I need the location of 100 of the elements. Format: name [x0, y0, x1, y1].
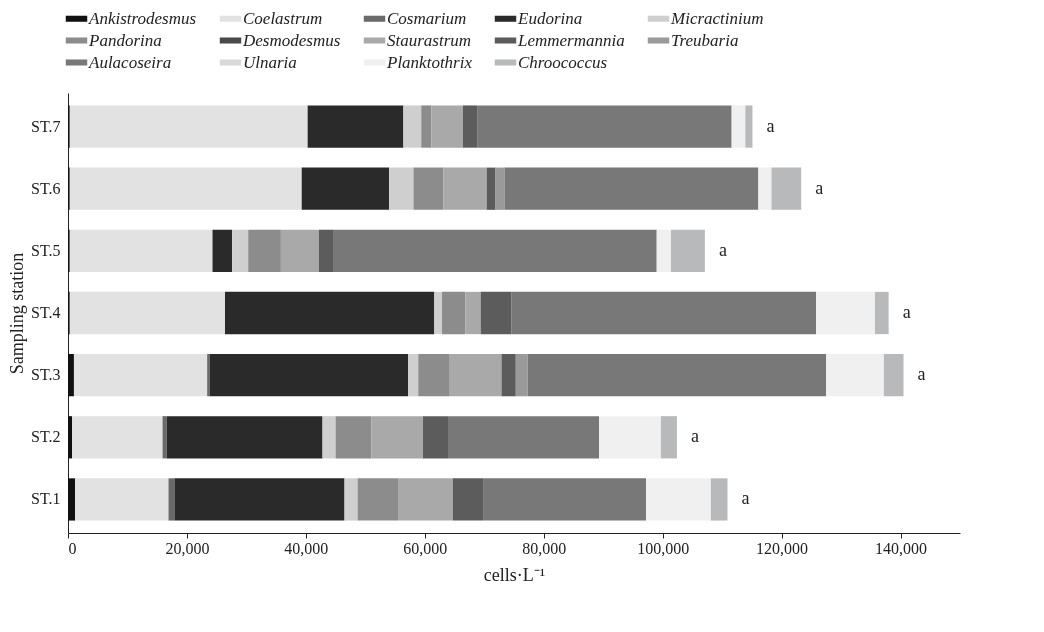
bar: [232, 229, 249, 272]
legend-label: Lemmermannia: [517, 30, 625, 50]
bar: [174, 478, 345, 521]
bar: [162, 416, 167, 459]
bar: [68, 354, 74, 397]
legend-label: Coelastrum: [243, 8, 323, 28]
annotation: a: [766, 115, 775, 136]
legend-label: Cosmarium: [387, 8, 467, 28]
legend-label: Chroococcus: [518, 52, 608, 72]
bar: [69, 291, 225, 335]
x-tick-label: 0: [68, 539, 77, 557]
bar: [248, 229, 281, 272]
bar: [224, 291, 435, 335]
bar: [434, 291, 443, 335]
bar: [418, 354, 450, 397]
bar: [710, 478, 728, 521]
bar: [745, 105, 753, 148]
bar: [69, 167, 302, 210]
bar: [447, 416, 600, 459]
legend-label: Aulacoseira: [88, 52, 172, 72]
legend-label: Staurastrum: [387, 30, 472, 50]
x-tick-label: 60,000: [403, 539, 448, 557]
bar: [646, 478, 711, 521]
y-axis-title: Sampling station: [7, 252, 28, 375]
legend-label: Treubaria: [671, 30, 739, 50]
y-tick-label: ST.1: [31, 490, 61, 508]
bar: [371, 416, 424, 459]
bar: [883, 354, 904, 397]
legend-label: Micractinium: [670, 8, 764, 28]
bar: [301, 167, 390, 210]
bar: [527, 354, 827, 397]
legend-label: Eudorina: [517, 8, 583, 28]
bar: [421, 105, 432, 148]
bar: [452, 478, 484, 521]
bar: [68, 478, 76, 521]
bar: [335, 416, 372, 459]
annotation: a: [917, 364, 926, 385]
bar: [670, 229, 705, 272]
y-tick-label: ST.3: [31, 366, 61, 384]
annotation: a: [815, 177, 824, 198]
bar: [389, 167, 414, 210]
bar: [431, 105, 463, 148]
bar: [398, 478, 453, 521]
bar: [73, 354, 208, 397]
x-tick-label: 120,000: [756, 539, 809, 557]
bar: [209, 354, 409, 397]
bar: [408, 354, 419, 397]
bar: [307, 105, 404, 148]
bar: [72, 416, 163, 459]
x-axis-title: cells·L⁻¹: [483, 564, 546, 585]
bar: [504, 167, 759, 210]
annotation: a: [690, 426, 699, 447]
annotation: a: [741, 488, 750, 509]
bar: [413, 167, 444, 210]
bar: [75, 478, 169, 521]
x-tick-label: 100,000: [637, 539, 690, 557]
bar: [443, 167, 487, 210]
x-tick-label: 140,000: [875, 539, 928, 557]
legend-label: Ulnaria: [243, 52, 297, 72]
bar: [816, 291, 875, 335]
bar: [656, 229, 671, 272]
x-tick-label: 20,000: [165, 539, 210, 557]
bar: [771, 167, 802, 210]
annotation: a: [718, 239, 727, 260]
x-tick-label: 40,000: [284, 539, 329, 557]
bar: [462, 105, 478, 148]
y-tick-label: ST.5: [31, 241, 61, 259]
bar: [207, 354, 210, 397]
bar: [874, 291, 889, 335]
bar: [486, 167, 496, 210]
bar: [212, 229, 233, 272]
bar: [69, 105, 308, 148]
y-tick-label: ST.6: [31, 179, 61, 197]
y-tick-label: ST.2: [31, 428, 61, 446]
bar: [515, 354, 528, 397]
bar: [403, 105, 422, 148]
bar: [449, 354, 502, 397]
bar: [826, 354, 884, 397]
bar: [344, 478, 358, 521]
annotation: a: [902, 302, 911, 322]
legend-label: Planktothrix: [386, 52, 473, 72]
x-tick-label: 80,000: [522, 539, 567, 557]
bar: [423, 416, 448, 459]
bar: [168, 478, 175, 521]
y-tick-label: ST.7: [31, 117, 61, 135]
bar: [483, 478, 647, 521]
bar: [166, 416, 323, 459]
bar: [511, 291, 817, 335]
legend-label: Pandorina: [88, 30, 162, 50]
bar: [442, 291, 466, 335]
bar: [731, 105, 746, 148]
bar: [480, 291, 512, 335]
bar: [660, 416, 677, 459]
bar: [322, 416, 336, 459]
legend-label: Desmodesmus: [242, 30, 341, 50]
bar: [465, 291, 481, 335]
bar: [599, 416, 661, 459]
bar: [477, 105, 732, 148]
bar: [280, 229, 319, 272]
bar: [318, 229, 334, 272]
